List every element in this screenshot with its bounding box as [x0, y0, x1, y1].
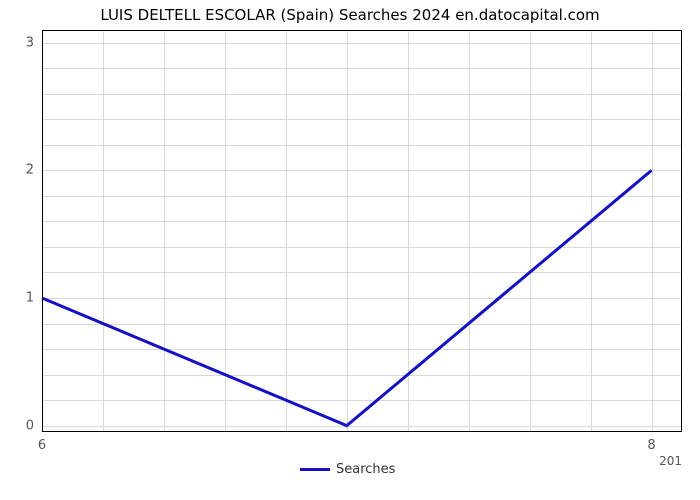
series-line	[42, 170, 652, 425]
y-tick-label: 2	[26, 163, 42, 178]
y-tick-label: 0	[26, 418, 42, 433]
line-layer	[42, 30, 682, 432]
chart-container: LUIS DELTELL ESCOLAR (Spain) Searches 20…	[0, 0, 700, 500]
plot-area: 201 012368	[42, 30, 682, 432]
x-axis-label: 201	[659, 432, 682, 468]
legend-swatch	[300, 468, 330, 471]
y-tick-label: 3	[26, 35, 42, 50]
x-tick-label: 6	[38, 432, 46, 453]
y-tick-label: 1	[26, 291, 42, 306]
legend-label: Searches	[336, 462, 395, 477]
legend: Searches	[300, 462, 395, 477]
chart-title: LUIS DELTELL ESCOLAR (Spain) Searches 20…	[0, 6, 700, 24]
x-tick-label: 8	[647, 432, 655, 453]
